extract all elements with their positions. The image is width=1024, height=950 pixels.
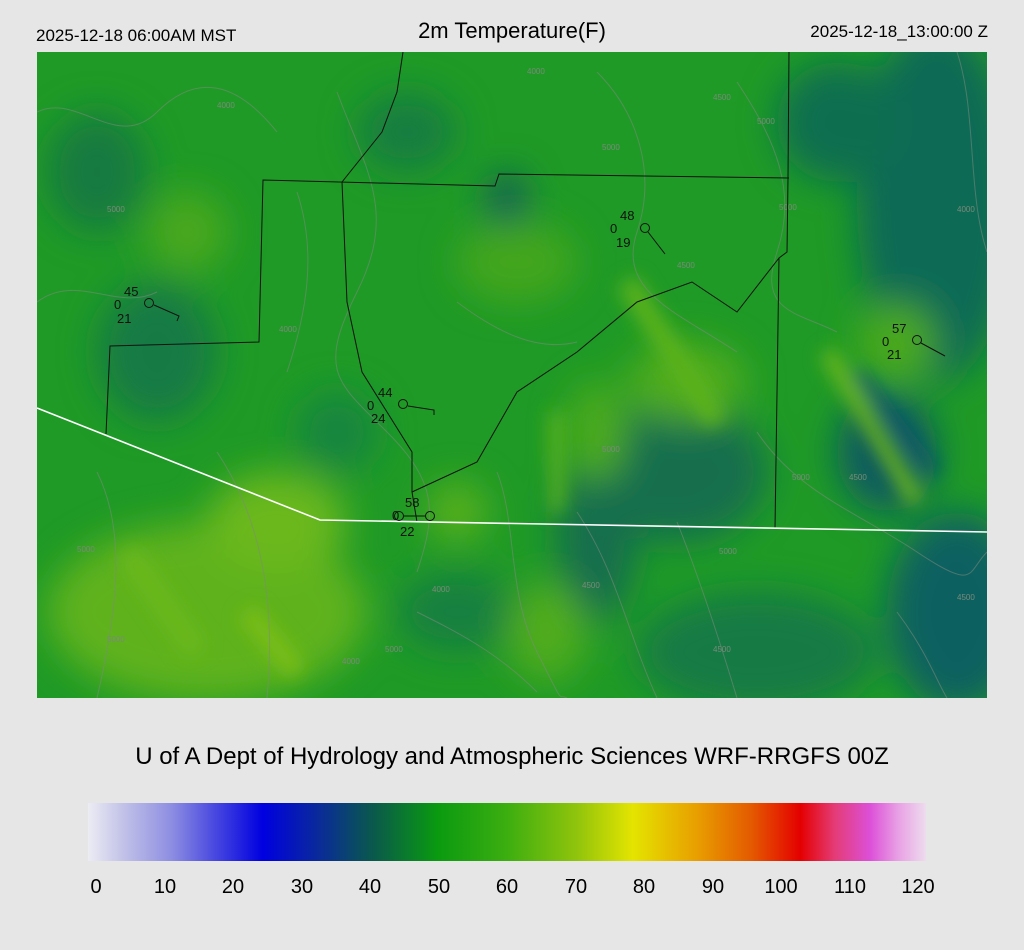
temperature-colorbar — [88, 803, 926, 861]
utc-time-label: 2025-12-18_13:00:00 Z — [810, 22, 988, 41]
contour-label: 4500 — [713, 645, 731, 654]
contour-label: 5000 — [779, 203, 797, 212]
station-plot: 58 0 22 — [392, 495, 435, 539]
station-dewpoint: 22 — [400, 524, 414, 539]
colorbar-tick: 50 — [427, 876, 451, 898]
colorbar-tick: 80 — [632, 876, 656, 898]
station-wind: 0 — [114, 297, 121, 312]
colorbar-tick: 90 — [701, 876, 725, 898]
temperature-field: 4000 4000 4500 5000 5000 5000 4500 4000 … — [37, 52, 987, 698]
station-plot: 48 0 19 — [610, 208, 666, 255]
station-temp: 44 — [378, 385, 392, 400]
contour-label: 4500 — [957, 593, 975, 602]
colorbar-tick: 0 — [90, 876, 102, 898]
station-dewpoint: 21 — [887, 347, 901, 362]
station-dewpoint: 21 — [117, 311, 131, 326]
station-dewpoint: 19 — [616, 235, 630, 250]
station-temp: 48 — [620, 208, 634, 223]
contour-label: 4000 — [342, 657, 360, 666]
county-boundaries — [105, 52, 790, 529]
colorbar-tick: 30 — [290, 876, 314, 898]
contour-label: 5000 — [719, 547, 737, 556]
station-temp: 58 — [405, 495, 419, 510]
contour-label: 4000 — [957, 205, 975, 214]
station-plot: 44 0 24 — [367, 385, 435, 426]
colorbar-tick: 110 — [834, 876, 866, 898]
station-wind: 0 — [610, 221, 617, 236]
contour-label: 4500 — [713, 93, 731, 102]
colorbar-tick: 70 — [564, 876, 588, 898]
station-plot: 45 0 21 — [114, 284, 180, 326]
contour-label: 4500 — [677, 261, 695, 270]
contour-label: 4500 — [849, 473, 867, 482]
local-time-label: 2025-12-18 06:00AM MST — [36, 26, 237, 45]
station-temp: 57 — [892, 321, 906, 336]
station-wind: 0 — [392, 508, 399, 523]
contour-labels: 4000 4000 4500 5000 5000 5000 4500 4000 … — [77, 67, 975, 666]
contour-label: 5000 — [757, 117, 775, 126]
colorbar-tick: 40 — [358, 876, 382, 898]
contour-label: 5000 — [385, 645, 403, 654]
border-line — [37, 407, 987, 533]
station-plot: 57 0 21 — [882, 321, 946, 362]
colorbar-tick: 120 — [901, 876, 935, 898]
contour-label: 5000 — [792, 473, 810, 482]
contour-label: 5000 — [107, 205, 125, 214]
contour-label: 5000 — [602, 445, 620, 454]
contour-label: 4000 — [279, 325, 297, 334]
temperature-map: 4000 4000 4500 5000 5000 5000 4500 4000 … — [37, 52, 987, 698]
contour-label: 4000 — [217, 101, 235, 110]
station-wind: 0 — [367, 398, 374, 413]
contour-label: 5000 — [77, 545, 95, 554]
model-credit: U of A Dept of Hydrology and Atmospheric… — [135, 743, 889, 770]
colorbar-tick: 10 — [153, 876, 177, 898]
contour-label: 5000 — [107, 635, 125, 644]
map-title: 2m Temperature(F) — [418, 18, 606, 43]
station-temp: 45 — [124, 284, 138, 299]
contour-label: 4500 — [582, 581, 600, 590]
contour-label: 4000 — [527, 67, 545, 76]
station-dewpoint: 24 — [371, 411, 385, 426]
station-wind: 0 — [882, 334, 889, 349]
colorbar-tick: 20 — [221, 876, 245, 898]
contour-label: 5000 — [602, 143, 620, 152]
colorbar-tick: 100 — [764, 876, 798, 898]
colorbar-tick: 60 — [495, 876, 519, 898]
contour-label: 4000 — [432, 585, 450, 594]
